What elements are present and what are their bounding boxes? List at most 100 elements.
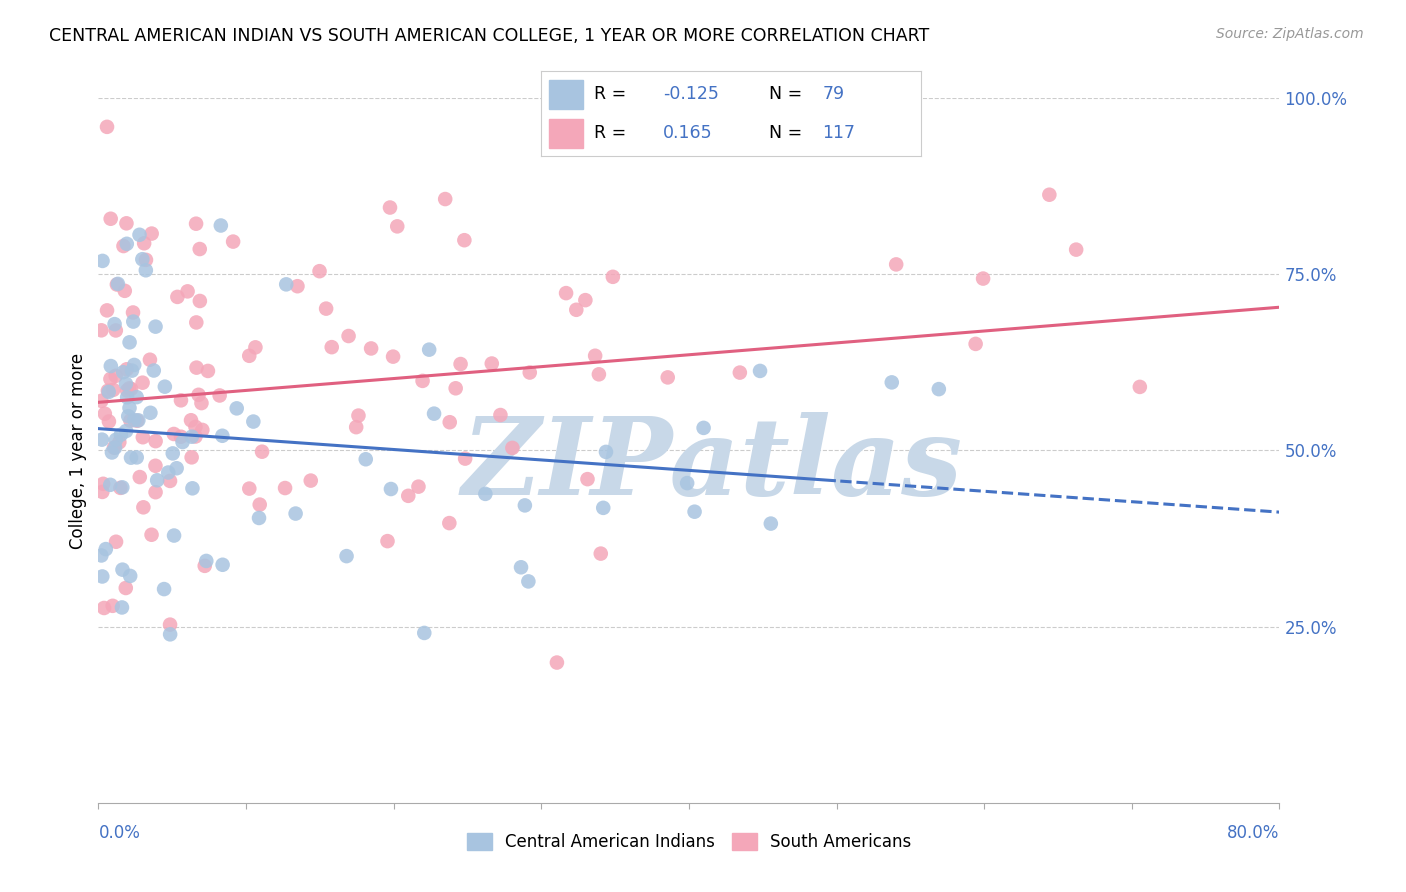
Point [454,451,477,466]
Point [127,413,149,427]
Point [321,340,343,354]
Point [187,388,209,402]
Point [94,407,117,421]
Point [120,382,142,396]
Point [412,374,434,388]
Point [100,359,122,373]
Point [287,279,309,293]
Point [184,217,207,231]
Point [91,484,114,499]
Text: N =: N = [769,86,803,103]
Point [197,364,219,378]
Point [115,424,138,438]
Point [170,430,193,444]
Point [413,626,436,640]
Point [131,252,153,267]
Point [194,558,217,573]
Point [250,444,273,458]
Point [135,252,157,267]
Point [120,569,142,583]
Point [501,441,523,455]
Point [274,481,297,495]
Point [510,560,533,574]
Point [377,534,399,549]
Point [190,396,212,410]
Point [180,450,202,465]
Point [101,599,124,613]
Point [759,516,782,531]
Point [315,301,337,316]
Point [565,302,588,317]
Point [127,414,149,428]
Point [112,239,135,253]
Point [159,474,181,488]
Point [408,480,430,494]
Point [125,450,148,465]
Point [134,236,156,251]
Point [100,211,122,226]
Point [211,558,233,572]
Point [122,305,145,319]
Point [145,485,167,500]
Point [110,481,132,495]
Point [91,569,114,583]
Point [1038,187,1060,202]
Point [170,393,193,408]
Point [195,554,218,568]
Point [354,452,377,467]
Point [387,219,409,234]
Point [111,600,134,615]
Point [107,277,129,291]
Point [141,527,163,541]
Point [188,293,211,308]
Point [692,421,714,435]
Point [180,413,202,427]
Text: Source: ZipAtlas.com: Source: ZipAtlas.com [1216,27,1364,41]
Point [434,192,457,206]
Point [245,340,267,354]
Point [115,376,138,391]
Point [145,319,167,334]
Point [242,415,264,429]
Point [749,364,772,378]
Point [481,357,503,371]
Point [110,427,132,442]
Point [114,284,136,298]
Point [965,337,987,351]
Point [884,257,907,271]
Point [131,376,153,390]
Point [121,363,143,377]
Point [238,349,260,363]
Point [101,445,124,459]
Text: 0.165: 0.165 [662,124,713,142]
Text: ZIPatlas: ZIPatlas [463,411,963,517]
Point [180,430,202,444]
Point [145,458,167,473]
Point [124,413,146,427]
Point [115,216,138,230]
Point [118,401,141,415]
Point [115,236,138,251]
Point [108,435,131,450]
Point [208,388,231,402]
Point [519,366,541,380]
Point [118,381,141,395]
Point [186,360,208,375]
Point [191,423,214,437]
Point [299,474,322,488]
Point [657,370,679,384]
Point [595,445,617,459]
Point [382,350,405,364]
Point [139,352,162,367]
Point [489,408,512,422]
Point [122,358,145,372]
Point [163,528,186,542]
Point [104,368,127,383]
Point [97,415,120,429]
Point [120,450,142,465]
Point [111,563,134,577]
Point [555,286,578,301]
Point [91,253,114,268]
Y-axis label: College, 1 year or more: College, 1 year or more [69,352,87,549]
Point [166,461,188,475]
